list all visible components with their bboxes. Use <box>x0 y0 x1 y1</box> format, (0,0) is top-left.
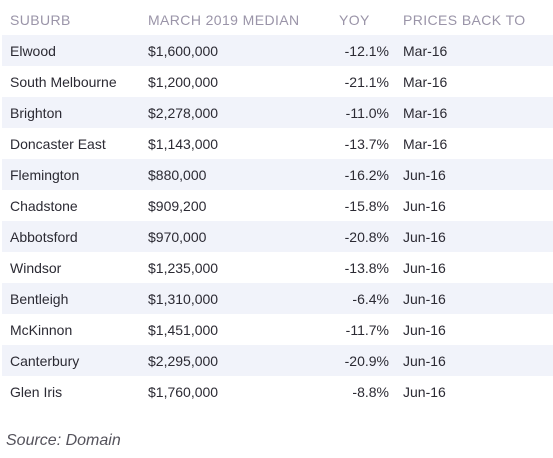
cell-median: $909,200 <box>148 197 207 214</box>
cell-suburb: Chadstone <box>10 197 78 214</box>
cell-median: $1,143,000 <box>148 135 219 152</box>
cell-median: $970,000 <box>148 228 207 245</box>
cell-yoy: -15.8% <box>344 197 389 214</box>
cell-median: $880,000 <box>148 166 207 183</box>
header-march-2019-median: MARCH 2019 MEDIAN <box>148 11 300 28</box>
cell-suburb: Brighton <box>10 104 63 121</box>
table-body: Elwood $1,600,000 -12.1% Mar-16 South Melbou… <box>2 35 553 407</box>
cell-yoy: -20.8% <box>344 228 389 245</box>
cell-prices-back-to: Jun-16 <box>403 197 446 214</box>
cell-yoy: -20.9% <box>344 352 389 369</box>
table-row: Elwood $1,600,000 -12.1% Mar-16 <box>2 35 553 66</box>
table-row: Canterbury $2,295,000 -20.9% Jun-16 <box>2 345 553 376</box>
cell-suburb: Doncaster East <box>10 135 106 152</box>
cell-suburb: Glen Iris <box>10 383 63 400</box>
cell-suburb: Abbotsford <box>10 228 78 245</box>
table-row: Windsor $1,235,000 -13.8% Jun-16 <box>2 252 553 283</box>
cell-suburb: Flemington <box>10 166 80 183</box>
cell-yoy: -12.1% <box>344 42 389 59</box>
cell-median: $1,200,000 <box>148 73 219 90</box>
cell-yoy: -16.2% <box>344 166 389 183</box>
table-row: Abbotsford $970,000 -20.8% Jun-16 <box>2 221 553 252</box>
header-prices-back-to: PRICES BACK TO <box>403 11 526 28</box>
cell-median: $1,310,000 <box>148 290 219 307</box>
cell-median: $2,278,000 <box>148 104 219 121</box>
table-row: South Melbourne $1,200,000 -21.1% Mar-16 <box>2 66 553 97</box>
cell-suburb: Elwood <box>10 42 56 59</box>
cell-suburb: Bentleigh <box>10 290 69 307</box>
table-header-row: SUBURB MARCH 2019 MEDIAN YOY PRICES BACK… <box>2 4 553 35</box>
cell-median: $1,600,000 <box>148 42 219 59</box>
table-row: McKinnon $1,451,000 -11.7% Jun-16 <box>2 314 553 345</box>
table-row: Chadstone $909,200 -15.8% Jun-16 <box>2 190 553 221</box>
table-row: Bentleigh $1,310,000 -6.4% Jun-16 <box>2 283 553 314</box>
cell-suburb: South Melbourne <box>10 73 117 90</box>
cell-prices-back-to: Jun-16 <box>403 383 446 400</box>
cell-yoy: -21.1% <box>344 73 389 90</box>
header-yoy: YOY <box>339 11 370 28</box>
cell-median: $1,235,000 <box>148 259 219 276</box>
table-row: Brighton $2,278,000 -11.0% Mar-16 <box>2 97 553 128</box>
cell-prices-back-to: Jun-16 <box>403 352 446 369</box>
cell-suburb: McKinnon <box>10 321 73 338</box>
cell-prices-back-to: Jun-16 <box>403 321 446 338</box>
cell-yoy: -11.0% <box>345 104 389 121</box>
header-suburb: SUBURB <box>10 11 71 28</box>
cell-prices-back-to: Jun-16 <box>403 228 446 245</box>
table-row: Doncaster East $1,143,000 -13.7% Mar-16 <box>2 128 553 159</box>
table-row: Flemington $880,000 -16.2% Jun-16 <box>2 159 553 190</box>
cell-suburb: Windsor <box>10 259 62 276</box>
cell-prices-back-to: Jun-16 <box>403 290 446 307</box>
cell-median: $1,760,000 <box>148 383 219 400</box>
cell-prices-back-to: Jun-16 <box>403 259 446 276</box>
table-row: Glen Iris $1,760,000 -8.8% Jun-16 <box>2 376 553 407</box>
cell-median: $1,451,000 <box>148 321 219 338</box>
cell-prices-back-to: Mar-16 <box>403 104 448 121</box>
suburb-price-table: SUBURB MARCH 2019 MEDIAN YOY PRICES BACK… <box>2 4 553 407</box>
cell-prices-back-to: Mar-16 <box>403 135 448 152</box>
cell-yoy: -13.7% <box>344 135 389 152</box>
cell-prices-back-to: Jun-16 <box>403 166 446 183</box>
cell-prices-back-to: Mar-16 <box>403 73 448 90</box>
source-caption: Source: Domain <box>6 432 121 449</box>
cell-prices-back-to: Mar-16 <box>403 42 448 59</box>
cell-yoy: -11.7% <box>345 321 389 338</box>
cell-yoy: -6.4% <box>352 290 389 307</box>
cell-suburb: Canterbury <box>10 352 80 369</box>
cell-yoy: -8.8% <box>352 383 389 400</box>
cell-yoy: -13.8% <box>344 259 389 276</box>
cell-median: $2,295,000 <box>148 352 219 369</box>
